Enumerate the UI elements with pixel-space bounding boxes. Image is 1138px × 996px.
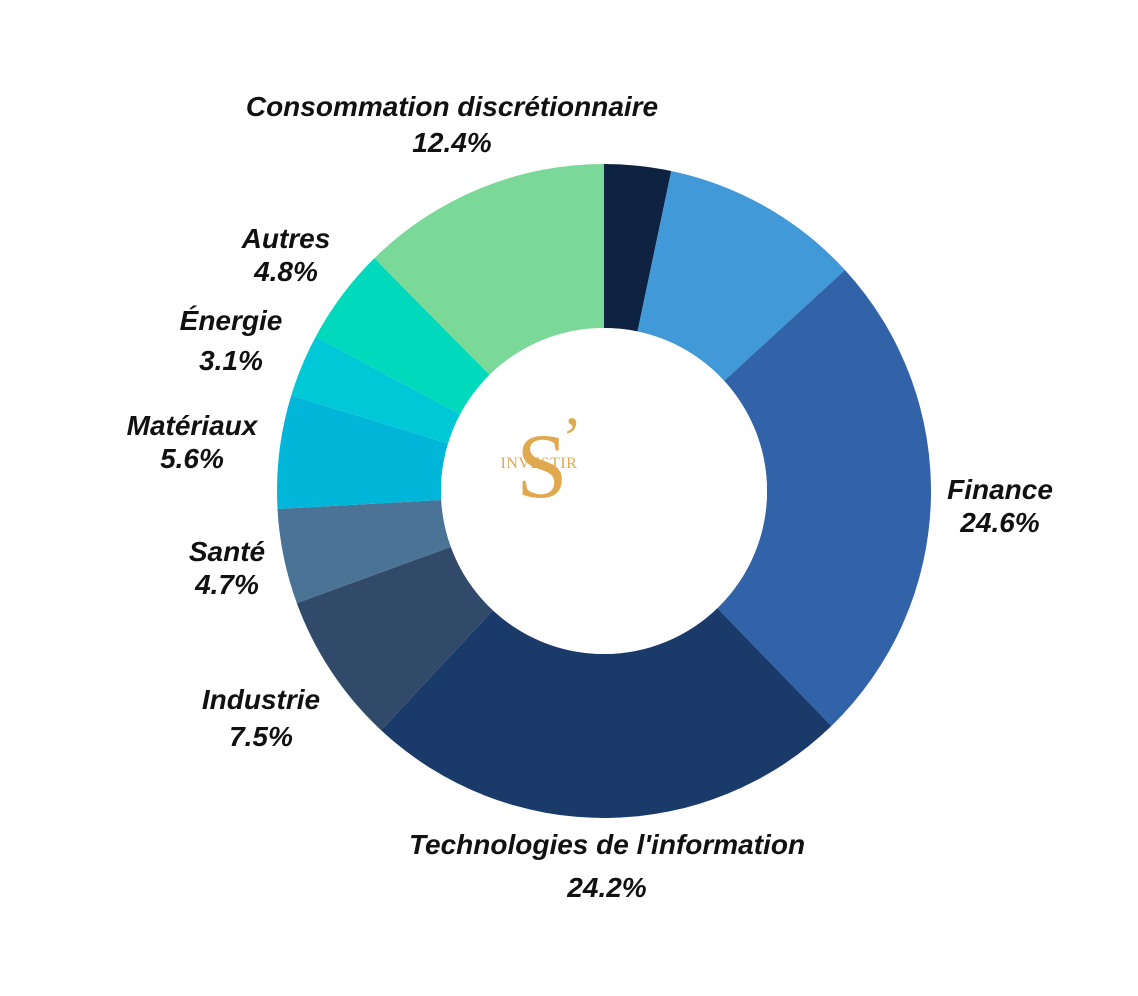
slice-percent-9: 12.4% [412, 127, 491, 158]
donut-slice-0 [604, 164, 672, 332]
slice-label-4: Industrie [202, 684, 320, 715]
slice-percent-5: 4.7% [194, 569, 259, 600]
donut-slices [277, 164, 932, 818]
slice-label-6: Matériaux [127, 410, 259, 441]
logo-apostrophe: ’ [562, 405, 582, 471]
slice-label-3: Technologies de l'information [409, 829, 805, 860]
donut-slice-6 [277, 395, 449, 509]
slice-label-8: Autres [241, 223, 331, 254]
donut-slice-9 [374, 164, 604, 375]
slice-percent-7: 3.1% [199, 345, 263, 376]
slice-label-9: Consommation discrétionnaire [246, 91, 658, 122]
slice-label-5: Santé [189, 536, 265, 567]
donut-slice-5 [277, 499, 451, 604]
slice-percent-6: 5.6% [160, 443, 224, 474]
slice-percent-8: 4.8% [253, 256, 318, 287]
donut-slice-1 [637, 170, 845, 381]
logo-word: INVESTIR [501, 455, 578, 472]
slice-label-2: Finance [947, 474, 1053, 505]
donut-slice-2 [717, 269, 932, 727]
logo-letter: S [516, 415, 567, 517]
sinvestir-logo: S ’ INVESTIR [501, 405, 582, 517]
donut-slice-7 [291, 336, 461, 444]
donut-hole [441, 328, 767, 654]
slice-percent-3: 24.2% [566, 872, 646, 903]
slice-percent-2: 24.6% [959, 507, 1039, 538]
slice-label-7: Énergie [180, 305, 283, 336]
donut-slice-3 [381, 608, 832, 818]
donut-slice-4 [296, 546, 493, 731]
donut-slice-8 [315, 258, 490, 415]
slice-percent-4: 7.5% [229, 721, 293, 752]
